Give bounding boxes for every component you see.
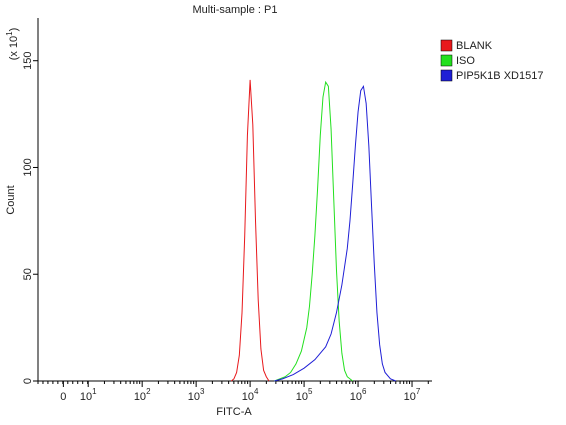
y-tick-label: 100 — [22, 158, 34, 176]
x-tick-base: 10 — [296, 391, 308, 403]
y-multiplier-close: ) — [8, 28, 20, 32]
x-tick-base: 10 — [242, 391, 254, 403]
x-tick-label: 101 — [80, 387, 97, 403]
y-tick-label: 150 — [22, 52, 34, 70]
y-tick-label: 50 — [22, 268, 34, 280]
legend-swatch — [440, 39, 453, 52]
x-tick-exp: 5 — [308, 387, 313, 396]
x-tick-exp: 1 — [92, 387, 97, 396]
x-tick-base: 10 — [404, 391, 416, 403]
x-tick-exp: 7 — [416, 387, 421, 396]
x-tick-exp: 6 — [362, 387, 367, 396]
y-axis-label: Count — [5, 185, 17, 214]
x-tick-label: 105 — [296, 387, 313, 403]
x-tick-exp: 2 — [146, 387, 151, 396]
legend-label: BLANK — [456, 40, 493, 52]
x-tick-base: 10 — [80, 391, 92, 403]
x-tick-label: 106 — [350, 387, 367, 403]
x-tick-base: 0 — [60, 391, 66, 403]
x-tick-base: 10 — [188, 391, 200, 403]
y-multiplier-exp: 1 — [5, 31, 14, 36]
x-axis-label: FITC-A — [216, 406, 252, 418]
legend-label: PIP5K1B XD1517 — [456, 70, 543, 82]
x-tick-label: 0 — [60, 391, 66, 403]
x-tick-exp: 3 — [200, 387, 205, 396]
x-tick-base: 10 — [350, 391, 362, 403]
y-multiplier: (x 101) — [5, 28, 20, 61]
chart-title: Multi-sample : P1 — [193, 4, 278, 16]
x-tick-label: 102 — [134, 387, 151, 403]
legend-swatch — [440, 69, 453, 82]
x-tick-label: 107 — [404, 387, 421, 403]
x-tick-label: 103 — [188, 387, 205, 403]
histogram-line — [274, 80, 353, 382]
legend-label: ISO — [456, 55, 475, 67]
legend-swatch — [440, 54, 453, 67]
histogram-line — [274, 84, 397, 382]
histogram-line — [230, 79, 270, 382]
y-tick-label: 0 — [22, 378, 34, 384]
x-tick-label: 104 — [242, 387, 259, 403]
x-tick-exp: 4 — [254, 387, 259, 396]
y-multiplier-base: (x 10 — [8, 36, 20, 60]
x-tick-base: 10 — [134, 391, 146, 403]
